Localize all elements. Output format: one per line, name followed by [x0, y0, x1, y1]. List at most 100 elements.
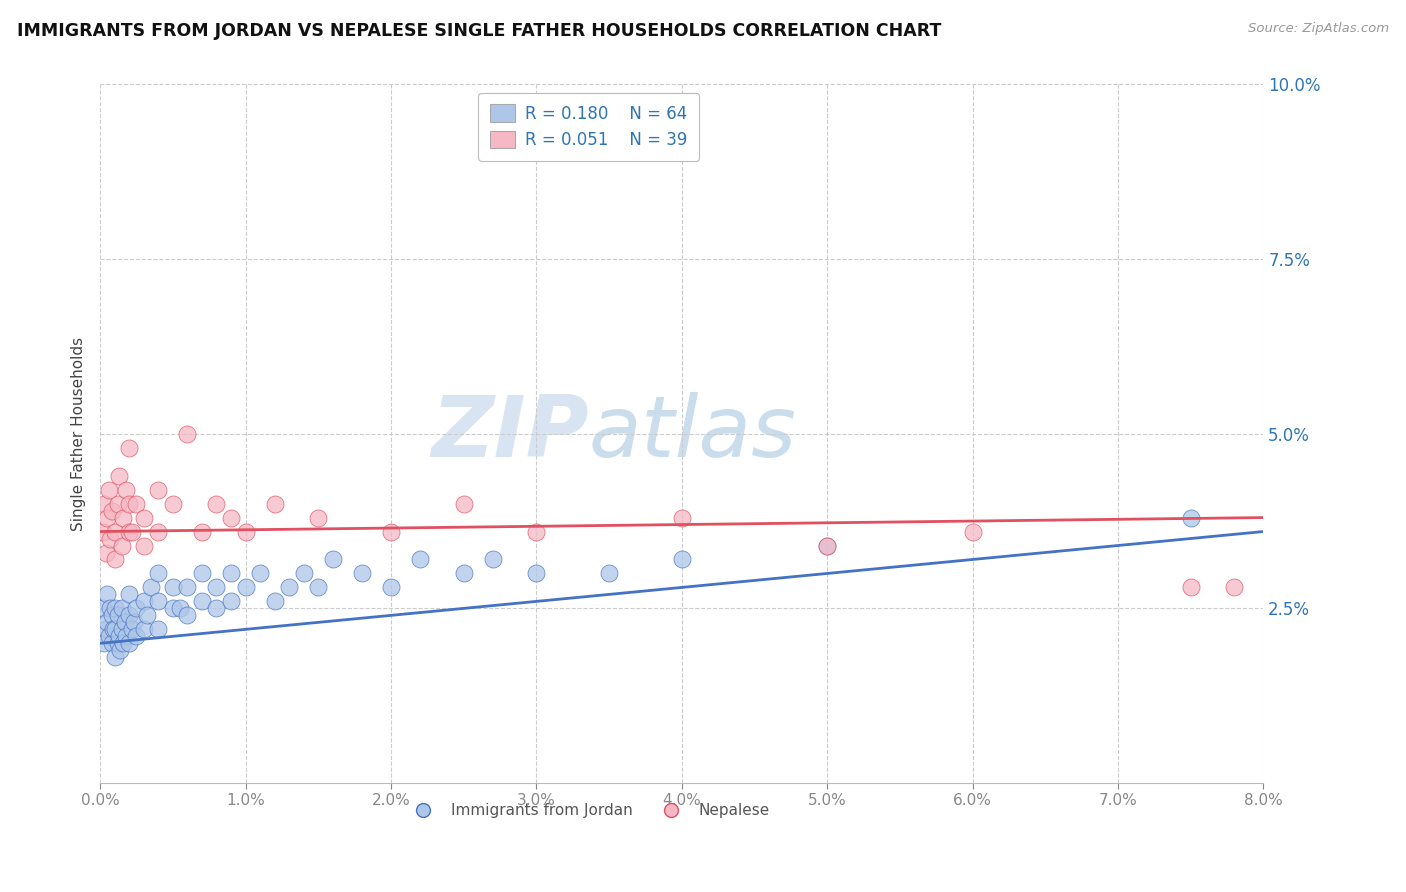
- Point: [98, 532, 121, 546]
- Point: [118, 441, 141, 455]
- Point: [111, 623, 134, 637]
- Point: [148, 594, 170, 608]
- Point: [235, 524, 257, 539]
- Point: [104, 650, 127, 665]
- Point: [125, 629, 148, 643]
- Point: [132, 510, 155, 524]
- Point: [118, 608, 141, 623]
- Point: [524, 566, 547, 581]
- Point: [263, 594, 285, 608]
- Legend: Immigrants from Jordan, Nepalese: Immigrants from Jordan, Nepalese: [402, 797, 776, 824]
- Point: [100, 636, 122, 650]
- Point: [453, 497, 475, 511]
- Point: [91, 601, 114, 615]
- Point: [110, 643, 132, 657]
- Point: [103, 623, 125, 637]
- Point: [96, 587, 118, 601]
- Point: [100, 608, 122, 623]
- Point: [148, 483, 170, 497]
- Point: [671, 510, 693, 524]
- Y-axis label: Single Father Households: Single Father Households: [72, 336, 86, 531]
- Point: [107, 497, 129, 511]
- Point: [104, 552, 127, 566]
- Text: atlas: atlas: [589, 392, 797, 475]
- Point: [176, 426, 198, 441]
- Point: [97, 483, 120, 497]
- Point: [1223, 581, 1246, 595]
- Point: [118, 636, 141, 650]
- Point: [93, 636, 115, 650]
- Point: [118, 524, 141, 539]
- Point: [148, 524, 170, 539]
- Point: [292, 566, 315, 581]
- Point: [94, 623, 117, 637]
- Point: [96, 615, 118, 630]
- Point: [815, 539, 838, 553]
- Point: [112, 636, 135, 650]
- Point: [111, 539, 134, 553]
- Point: [191, 524, 214, 539]
- Point: [350, 566, 373, 581]
- Point: [278, 581, 301, 595]
- Point: [307, 510, 329, 524]
- Point: [219, 594, 242, 608]
- Text: ZIP: ZIP: [432, 392, 589, 475]
- Point: [1180, 581, 1202, 595]
- Point: [125, 497, 148, 511]
- Point: [598, 566, 620, 581]
- Point: [453, 566, 475, 581]
- Point: [815, 539, 838, 553]
- Point: [125, 601, 148, 615]
- Point: [97, 629, 120, 643]
- Point: [114, 615, 136, 630]
- Point: [162, 601, 184, 615]
- Point: [104, 524, 127, 539]
- Point: [148, 566, 170, 581]
- Point: [191, 566, 214, 581]
- Point: [100, 503, 122, 517]
- Point: [148, 623, 170, 637]
- Point: [104, 601, 127, 615]
- Point: [162, 497, 184, 511]
- Point: [107, 608, 129, 623]
- Point: [121, 623, 143, 637]
- Point: [169, 601, 191, 615]
- Point: [380, 524, 402, 539]
- Point: [132, 623, 155, 637]
- Point: [132, 539, 155, 553]
- Point: [263, 497, 285, 511]
- Point: [671, 552, 693, 566]
- Point: [191, 594, 214, 608]
- Point: [112, 510, 135, 524]
- Point: [111, 601, 134, 615]
- Point: [107, 636, 129, 650]
- Point: [176, 581, 198, 595]
- Point: [115, 483, 138, 497]
- Point: [94, 545, 117, 559]
- Point: [219, 510, 242, 524]
- Point: [91, 524, 114, 539]
- Point: [322, 552, 344, 566]
- Point: [118, 587, 141, 601]
- Point: [132, 594, 155, 608]
- Point: [115, 629, 138, 643]
- Point: [98, 601, 121, 615]
- Point: [108, 629, 131, 643]
- Point: [121, 524, 143, 539]
- Point: [205, 601, 228, 615]
- Point: [524, 524, 547, 539]
- Point: [93, 497, 115, 511]
- Point: [380, 581, 402, 595]
- Point: [96, 510, 118, 524]
- Point: [481, 552, 503, 566]
- Point: [205, 581, 228, 595]
- Point: [108, 468, 131, 483]
- Point: [409, 552, 432, 566]
- Point: [219, 566, 242, 581]
- Point: [104, 623, 127, 637]
- Point: [122, 615, 145, 630]
- Point: [176, 608, 198, 623]
- Point: [135, 608, 157, 623]
- Point: [162, 581, 184, 595]
- Text: IMMIGRANTS FROM JORDAN VS NEPALESE SINGLE FATHER HOUSEHOLDS CORRELATION CHART: IMMIGRANTS FROM JORDAN VS NEPALESE SINGL…: [17, 22, 941, 40]
